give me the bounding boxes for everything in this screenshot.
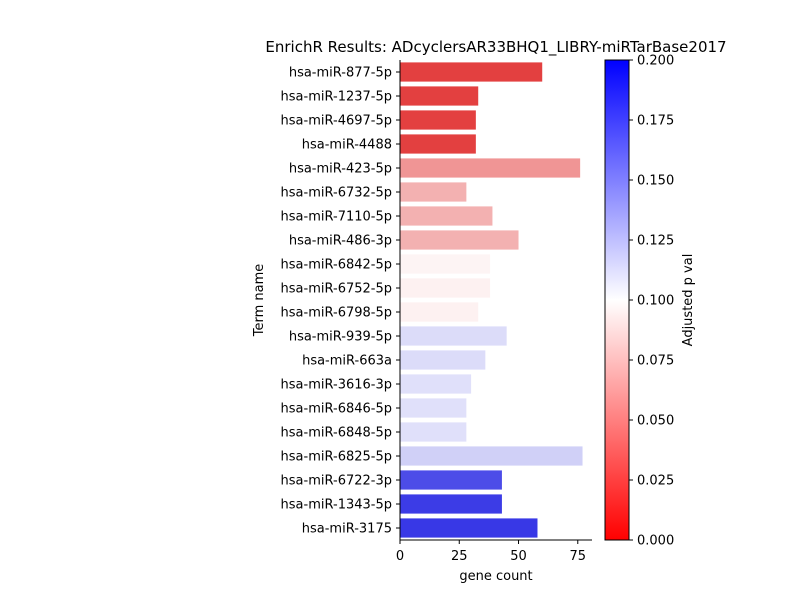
x-tick-label: 0 bbox=[396, 549, 404, 564]
chart-title: EnrichR Results: ADcyclersAR33BHQ1_LIBRY… bbox=[265, 38, 726, 57]
bar-hsa-miR-4488 bbox=[400, 134, 476, 154]
y-tick-label: hsa-miR-4488 bbox=[302, 138, 392, 153]
y-tick-label: hsa-miR-3616-3p bbox=[281, 378, 392, 393]
bar-hsa-miR-663a bbox=[400, 350, 486, 370]
y-tick-label: hsa-miR-1343-5p bbox=[281, 498, 392, 513]
y-axis-label: Term name bbox=[252, 264, 267, 338]
x-tick-label: 50 bbox=[510, 549, 527, 564]
y-tick-label: hsa-miR-6732-5p bbox=[281, 186, 392, 201]
y-tick-label: hsa-miR-6798-5p bbox=[281, 306, 392, 321]
bar-hsa-miR-6732-5p bbox=[400, 182, 467, 202]
bar-hsa-miR-7110-5p bbox=[400, 206, 493, 226]
y-tick-label: hsa-miR-6842-5p bbox=[281, 258, 392, 273]
y-tick-label: hsa-miR-877-5p bbox=[289, 66, 392, 81]
y-tick-label: hsa-miR-1237-5p bbox=[281, 90, 392, 105]
colorbar-tick-label: 0.025 bbox=[637, 474, 674, 489]
colorbar-tick-label: 0.100 bbox=[637, 294, 674, 309]
bar-hsa-miR-423-5p bbox=[400, 158, 581, 178]
colorbar-ticks: 0.000 0.025 0.050 0.075 0.100 0.125 0.150 0.175… bbox=[629, 54, 674, 549]
y-tick-label: hsa-miR-6848-5p bbox=[281, 426, 392, 441]
colorbar-tick-label: 0.125 bbox=[637, 234, 674, 249]
bar-hsa-miR-6825-5p bbox=[400, 446, 583, 466]
y-tick-label: hsa-miR-486-3p bbox=[289, 234, 392, 249]
colorbar-tick-label: 0.050 bbox=[637, 414, 674, 429]
y-tick-label: hsa-miR-423-5p bbox=[289, 162, 392, 177]
y-tick-label: hsa-miR-663a bbox=[302, 354, 392, 369]
x-tick-label: 75 bbox=[570, 549, 587, 564]
y-tick-label: hsa-miR-939-5p bbox=[289, 330, 392, 345]
x-tick-label: 25 bbox=[451, 549, 468, 564]
bar-hsa-miR-1237-5p bbox=[400, 86, 479, 106]
colorbar-label: Adjusted p val bbox=[681, 254, 696, 347]
y-tick-label: hsa-miR-3175 bbox=[302, 522, 392, 537]
y-tick-label: hsa-miR-4697-5p bbox=[281, 114, 392, 129]
colorbar-tick-label: 0.075 bbox=[637, 354, 674, 369]
x-axis-label: gene count bbox=[459, 569, 532, 584]
colorbar-tick-label: 0.200 bbox=[637, 54, 674, 69]
y-tick-label: hsa-miR-6825-5p bbox=[281, 450, 392, 465]
bar-hsa-miR-6752-5p bbox=[400, 278, 491, 298]
bar-hsa-miR-6722-3p bbox=[400, 470, 502, 490]
bar-hsa-miR-3616-3p bbox=[400, 374, 472, 394]
bar-hsa-miR-1343-5p bbox=[400, 494, 502, 514]
bar-hsa-miR-6798-5p bbox=[400, 302, 479, 322]
y-tick-label: hsa-miR-6752-5p bbox=[281, 282, 392, 297]
bar-hsa-miR-6848-5p bbox=[400, 422, 467, 442]
y-tick-labels: hsa-miR-877-5p hsa-miR-1237-5p hsa-miR-469… bbox=[281, 66, 400, 537]
colorbar-tick-label: 0.000 bbox=[637, 534, 674, 549]
bar-hsa-miR-939-5p bbox=[400, 326, 507, 346]
x-axis: 0 25 50 75 bbox=[396, 540, 586, 564]
colorbar-tick-label: 0.150 bbox=[637, 174, 674, 189]
y-tick-label: hsa-miR-6846-5p bbox=[281, 402, 392, 417]
bars-group bbox=[400, 62, 583, 538]
y-tick-label: hsa-miR-6722-3p bbox=[281, 474, 392, 489]
bar-hsa-miR-6842-5p bbox=[400, 254, 491, 274]
colorbar bbox=[604, 59, 630, 541]
bar-hsa-miR-6846-5p bbox=[400, 398, 467, 418]
bar-hsa-miR-486-3p bbox=[400, 230, 519, 250]
bar-hsa-miR-877-5p bbox=[400, 62, 543, 82]
bar-hsa-miR-4697-5p bbox=[400, 110, 476, 130]
y-tick-label: hsa-miR-7110-5p bbox=[281, 210, 392, 225]
colorbar-tick-label: 0.175 bbox=[637, 114, 674, 129]
bar-hsa-miR-3175 bbox=[400, 518, 538, 538]
